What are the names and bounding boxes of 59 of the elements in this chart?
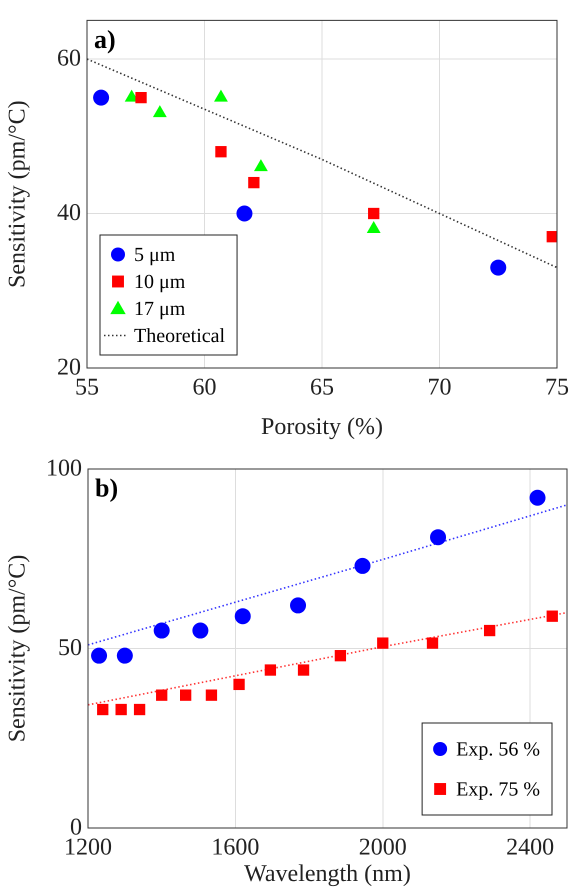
chart-title: a) (94, 25, 116, 54)
x-tick-label: 2000 (358, 834, 407, 861)
point (236, 206, 252, 222)
point (426, 637, 438, 649)
x-axis-title: Porosity (%) (261, 414, 383, 440)
point (180, 690, 192, 701)
y-tick-label: 100 (46, 455, 82, 482)
legend-label: 17 μm (134, 298, 186, 320)
legend-label: Exp. 75 % (456, 778, 540, 800)
legend-label: 10 μm (134, 270, 186, 293)
x-tick-label: 1200 (64, 834, 112, 861)
point (248, 176, 260, 188)
point (530, 490, 546, 506)
point (430, 529, 446, 546)
point (215, 146, 227, 158)
point (368, 208, 380, 220)
point (154, 622, 170, 639)
point (93, 90, 110, 106)
point (546, 231, 557, 242)
x-tick-label: 1600 (211, 834, 260, 861)
point (233, 678, 245, 690)
point (264, 664, 276, 676)
x-tick-label: 2400 (506, 834, 554, 861)
point (134, 704, 146, 716)
point (135, 92, 147, 104)
legend-label: Exp. 56 % (456, 738, 540, 760)
x-tick-label: 75 (545, 374, 569, 401)
point (546, 610, 558, 622)
y-axis-title: Sensitivity (pm/°C) (4, 100, 31, 288)
point (192, 622, 208, 639)
point (490, 260, 506, 276)
legend-label: Theoretical (134, 324, 226, 347)
y-axis-title: Sensitivity (pm/°C) (4, 554, 31, 742)
x-tick-label: 70 (428, 374, 452, 401)
point (152, 105, 167, 118)
point (377, 637, 388, 649)
point (116, 648, 133, 664)
x-tick-label: 65 (310, 374, 334, 401)
point (97, 704, 108, 716)
point (214, 90, 228, 102)
chart-title: b) (95, 474, 118, 503)
point (116, 704, 127, 716)
point (254, 159, 268, 172)
point (484, 624, 496, 636)
point (298, 664, 310, 676)
x-tick-label: 55 (75, 374, 99, 401)
y-tick-label: 50 (58, 634, 82, 661)
point (234, 608, 251, 624)
point (334, 650, 346, 662)
x-axis-title: Wavelength (nm) (244, 860, 411, 887)
point (156, 690, 168, 701)
legend-label: 5 μm (134, 244, 176, 266)
point (354, 558, 371, 574)
y-tick-label: 40 (57, 200, 81, 226)
point (290, 597, 306, 614)
x-tick-label: 60 (192, 374, 216, 401)
y-tick-label: 60 (57, 45, 81, 72)
point (91, 648, 108, 664)
point (206, 690, 218, 701)
